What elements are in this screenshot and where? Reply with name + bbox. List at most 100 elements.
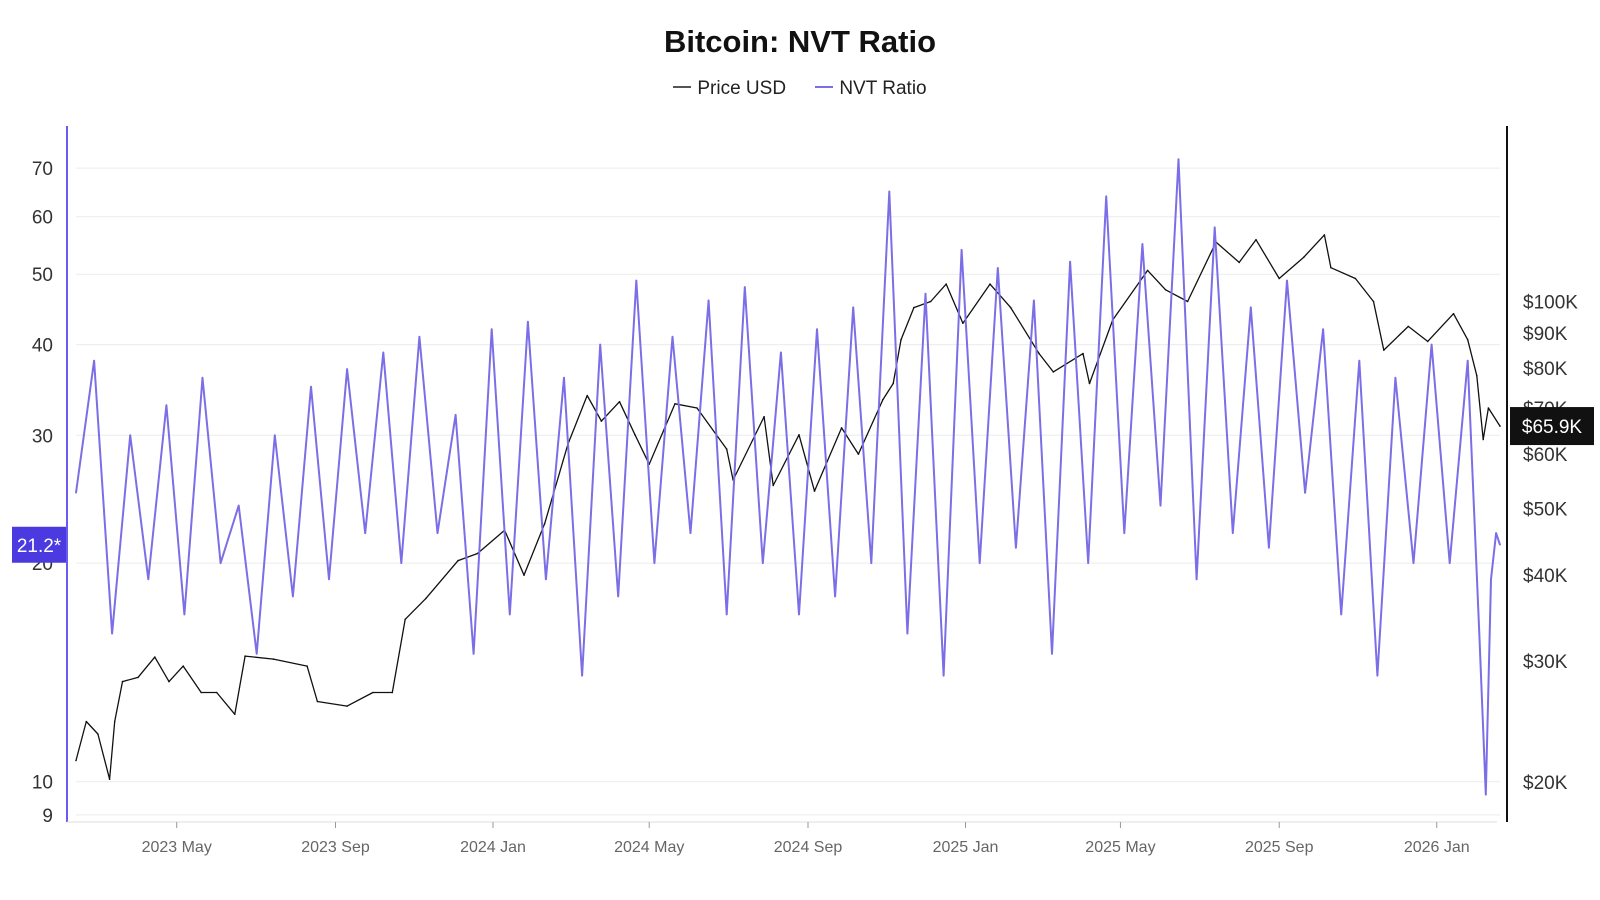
data-point-nvt [219, 562, 222, 564]
data-point-price [586, 394, 588, 397]
data-point-price [154, 656, 156, 658]
data-point-price [945, 283, 947, 285]
data-point-nvt [509, 613, 511, 616]
data-point-nvt [382, 351, 385, 354]
data-point-nvt [1033, 299, 1035, 302]
data-point-nvt [1340, 613, 1342, 616]
data-point-nvt [780, 351, 782, 354]
data-point-nvt [852, 306, 854, 309]
left-tick-label: 10 [32, 773, 53, 794]
data-point-nvt [1394, 377, 1397, 379]
data-point-nvt [147, 578, 150, 581]
data-point-nvt [93, 359, 95, 362]
data-point-price [1426, 340, 1429, 343]
data-point-price [1164, 289, 1167, 291]
data-point-price [457, 559, 459, 562]
data-point-price [1482, 438, 1484, 441]
x-tick-label: 2024 Jan [460, 839, 526, 856]
legend-item-nvt[interactable]: NVT Ratio [815, 78, 927, 100]
data-point-nvt [1232, 532, 1234, 534]
data-point-price [523, 574, 525, 576]
data-point-nvt [400, 562, 403, 564]
left-current-value-badge [12, 526, 66, 563]
left-current-value-label: 21.2* [17, 536, 62, 557]
legend-swatch-price [673, 85, 692, 88]
data-point-price [137, 676, 139, 679]
data-point-price [1186, 300, 1189, 303]
data-point-nvt [472, 653, 475, 655]
data-point-price [108, 778, 111, 780]
data-point-nvt [75, 492, 77, 494]
right-tick-label: $80K [1523, 359, 1568, 380]
data-point-nvt [1069, 261, 1071, 263]
right-tick-label: $90K [1523, 324, 1568, 345]
data-point-price [168, 680, 170, 683]
data-point-nvt [707, 299, 710, 302]
data-point-nvt [1195, 578, 1198, 581]
x-tick-label: 2025 Sep [1245, 839, 1314, 856]
x-tick-label: 2023 Sep [301, 839, 370, 856]
data-point-nvt [364, 532, 367, 534]
data-point-nvt [1466, 359, 1469, 362]
data-point-nvt [834, 595, 836, 598]
x-tick-label: 2023 May [142, 839, 212, 856]
data-point-price [772, 484, 774, 487]
data-point-nvt [888, 190, 891, 193]
data-point-price [1466, 338, 1469, 341]
data-point-nvt [183, 613, 186, 616]
legend: Price USD NVT Ratio [0, 78, 1600, 100]
data-point-price [882, 398, 884, 401]
data-point-nvt [1286, 279, 1288, 282]
data-point-nvt [581, 674, 583, 677]
data-point-nvt [653, 562, 656, 564]
data-point-nvt [635, 279, 638, 282]
data-point-nvt [1250, 306, 1252, 309]
data-point-price [840, 427, 843, 429]
data-point-price [234, 713, 236, 716]
data-point-price [1278, 277, 1280, 280]
data-point-price [763, 415, 765, 418]
data-point-price [182, 665, 184, 667]
data-point-nvt [237, 504, 240, 507]
x-tick-label: 2025 May [1085, 839, 1155, 856]
data-point-price [929, 300, 932, 303]
data-point-nvt [201, 377, 204, 379]
data-point-nvt [798, 613, 800, 616]
data-point-price [913, 306, 915, 309]
x-tick-label: 2024 May [614, 839, 684, 856]
data-point-nvt [1123, 532, 1126, 534]
data-point-nvt [1141, 243, 1144, 245]
data-point-nvt [960, 249, 963, 251]
data-point-nvt [1448, 562, 1451, 564]
data-point-price [900, 338, 902, 341]
data-point-nvt [418, 336, 421, 338]
right-tick-label: $60K [1523, 445, 1568, 466]
data-point-price [634, 434, 636, 436]
data-point-price [85, 720, 88, 723]
data-point-price [372, 691, 374, 694]
data-point-nvt [942, 674, 945, 677]
x-tick-label: 2024 Sep [774, 839, 843, 856]
data-point-price [1499, 425, 1501, 427]
right-current-value-label: $65.9K [1522, 417, 1583, 438]
data-point-nvt [689, 532, 692, 534]
data-point-nvt [599, 343, 601, 346]
legend-label-nvt: NVT Ratio [839, 78, 927, 99]
data-point-nvt [1495, 532, 1497, 534]
data-point-price [857, 453, 860, 455]
left-tick-label: 40 [32, 336, 53, 357]
right-tick-label: $40K [1523, 566, 1568, 587]
data-point-price [1009, 306, 1012, 309]
data-point-nvt [328, 578, 330, 581]
series-line-price [75, 234, 1501, 780]
data-point-price [215, 691, 218, 694]
data-point-price [1255, 238, 1257, 241]
legend-item-price[interactable]: Price USD [673, 78, 786, 100]
data-point-price [674, 403, 676, 405]
data-point-nvt [1322, 328, 1324, 331]
data-point-nvt [1358, 359, 1361, 362]
data-point-nvt [454, 414, 457, 416]
data-point-nvt [1105, 195, 1107, 198]
